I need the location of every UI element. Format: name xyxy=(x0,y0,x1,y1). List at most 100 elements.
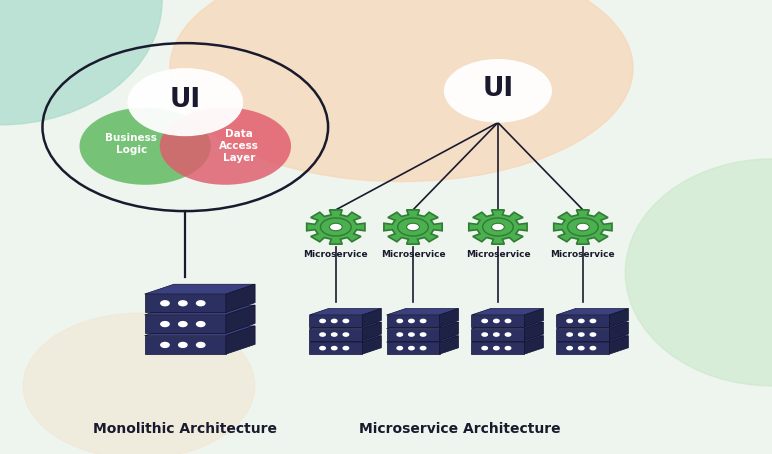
Circle shape xyxy=(492,223,504,231)
Polygon shape xyxy=(439,336,459,354)
Text: Monolithic Architecture: Monolithic Architecture xyxy=(93,422,277,436)
Polygon shape xyxy=(557,309,628,315)
Text: UI: UI xyxy=(482,76,513,102)
Polygon shape xyxy=(144,294,226,312)
Circle shape xyxy=(506,333,511,336)
Circle shape xyxy=(591,346,596,350)
Polygon shape xyxy=(226,305,255,333)
Polygon shape xyxy=(144,284,255,294)
Circle shape xyxy=(578,333,584,336)
Circle shape xyxy=(493,346,499,350)
Circle shape xyxy=(344,319,349,322)
Polygon shape xyxy=(310,342,362,354)
Polygon shape xyxy=(387,322,459,329)
Ellipse shape xyxy=(625,159,772,386)
Polygon shape xyxy=(226,326,255,354)
Polygon shape xyxy=(387,336,459,342)
Polygon shape xyxy=(439,309,459,327)
Text: Microservice: Microservice xyxy=(466,250,530,259)
Circle shape xyxy=(178,321,187,326)
Polygon shape xyxy=(144,315,226,333)
Text: Data
Access
Layer: Data Access Layer xyxy=(219,129,259,163)
Polygon shape xyxy=(472,329,524,340)
Circle shape xyxy=(421,333,426,336)
Circle shape xyxy=(197,342,205,347)
Polygon shape xyxy=(472,336,543,342)
Polygon shape xyxy=(472,309,543,315)
Circle shape xyxy=(408,319,414,322)
Circle shape xyxy=(161,301,169,306)
Text: Microservice: Microservice xyxy=(381,250,445,259)
Circle shape xyxy=(493,319,499,322)
Polygon shape xyxy=(384,210,442,244)
Polygon shape xyxy=(310,322,381,329)
Polygon shape xyxy=(387,329,439,340)
Polygon shape xyxy=(310,329,362,340)
Polygon shape xyxy=(310,309,381,315)
Polygon shape xyxy=(144,326,255,336)
Circle shape xyxy=(482,319,487,322)
Circle shape xyxy=(407,223,419,231)
Ellipse shape xyxy=(23,313,255,454)
Circle shape xyxy=(178,301,187,306)
Circle shape xyxy=(506,319,511,322)
Circle shape xyxy=(482,346,487,350)
Polygon shape xyxy=(469,210,527,244)
Polygon shape xyxy=(439,322,459,340)
Circle shape xyxy=(567,319,572,322)
Circle shape xyxy=(397,346,402,350)
Polygon shape xyxy=(524,336,543,354)
Circle shape xyxy=(408,346,414,350)
Polygon shape xyxy=(387,342,439,354)
Ellipse shape xyxy=(0,0,162,125)
Polygon shape xyxy=(387,309,459,315)
Circle shape xyxy=(444,59,552,123)
Circle shape xyxy=(397,319,402,322)
Circle shape xyxy=(577,223,589,231)
Circle shape xyxy=(320,346,325,350)
Circle shape xyxy=(421,319,426,322)
Circle shape xyxy=(578,319,584,322)
Circle shape xyxy=(408,333,414,336)
Polygon shape xyxy=(557,329,609,340)
Text: Microservice: Microservice xyxy=(303,250,368,259)
Circle shape xyxy=(567,346,572,350)
Polygon shape xyxy=(144,336,226,354)
Polygon shape xyxy=(557,322,628,329)
Polygon shape xyxy=(609,336,628,354)
Circle shape xyxy=(506,346,511,350)
Polygon shape xyxy=(472,322,543,329)
Polygon shape xyxy=(144,305,255,315)
Polygon shape xyxy=(472,315,524,327)
Polygon shape xyxy=(557,336,628,342)
Circle shape xyxy=(421,346,426,350)
Ellipse shape xyxy=(170,0,633,182)
Polygon shape xyxy=(557,315,609,327)
Circle shape xyxy=(331,333,337,336)
Circle shape xyxy=(197,301,205,306)
Circle shape xyxy=(591,319,596,322)
Circle shape xyxy=(161,342,169,347)
Circle shape xyxy=(197,321,205,326)
Polygon shape xyxy=(362,309,381,327)
Circle shape xyxy=(591,333,596,336)
Polygon shape xyxy=(310,315,362,327)
Text: Microservice: Microservice xyxy=(550,250,615,259)
Polygon shape xyxy=(557,342,609,354)
Polygon shape xyxy=(609,322,628,340)
Polygon shape xyxy=(387,315,439,327)
Circle shape xyxy=(330,223,342,231)
Polygon shape xyxy=(226,284,255,312)
Circle shape xyxy=(127,68,243,136)
Circle shape xyxy=(578,346,584,350)
Circle shape xyxy=(320,319,325,322)
Polygon shape xyxy=(524,322,543,340)
Text: Microservice Architecture: Microservice Architecture xyxy=(358,422,560,436)
Polygon shape xyxy=(362,336,381,354)
Polygon shape xyxy=(609,309,628,327)
Circle shape xyxy=(397,333,402,336)
Circle shape xyxy=(161,321,169,326)
Circle shape xyxy=(80,108,211,185)
Polygon shape xyxy=(554,210,612,244)
Polygon shape xyxy=(472,342,524,354)
